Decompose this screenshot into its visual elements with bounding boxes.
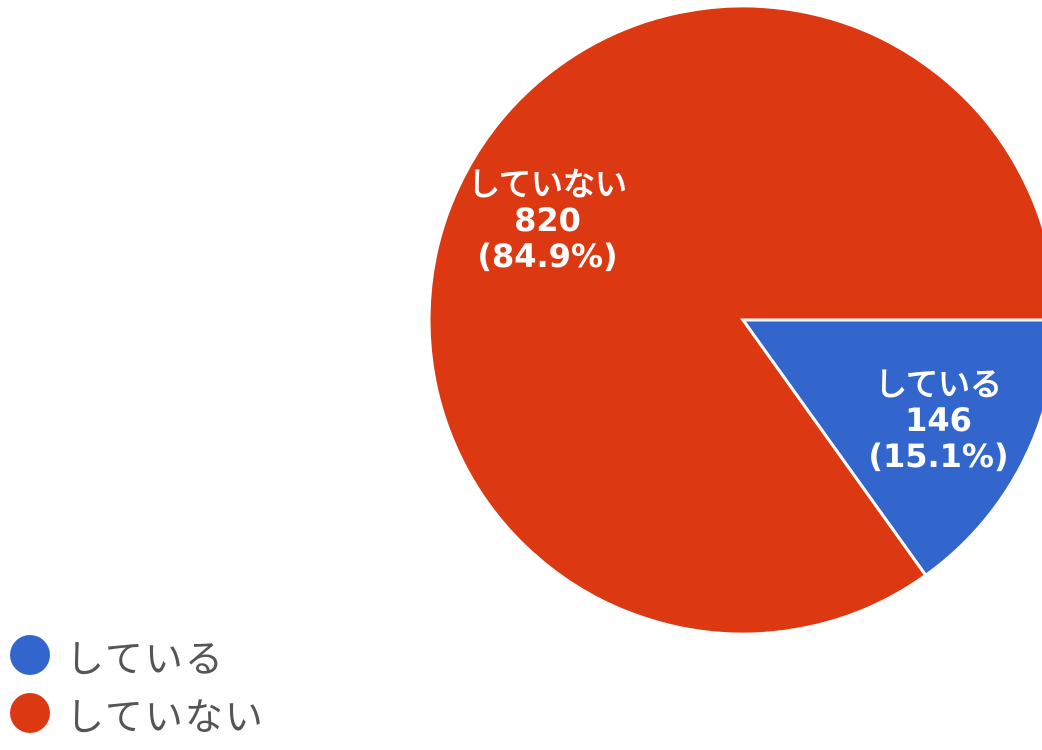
legend: している していない	[10, 626, 265, 742]
legend-label: している	[66, 636, 225, 681]
slice-label-shiteiru: している 146 (15.1%)	[868, 366, 1008, 474]
legend-label: していない	[66, 694, 265, 739]
slice-percent: (15.1%)	[868, 437, 1009, 476]
pie-slice-shiteinai[interactable]	[427, 4, 1042, 636]
slice-label-shiteinai: していない 820 (84.9%)	[468, 166, 627, 274]
slice-value: 146	[905, 401, 972, 440]
pie-slice-shiteiru[interactable]	[740, 318, 1042, 578]
slice-percent: (84.9%)	[477, 236, 618, 275]
legend-swatch-blue	[10, 635, 50, 675]
slice-name: している	[874, 365, 1003, 404]
legend-item-shiteiru[interactable]: している	[10, 626, 265, 684]
legend-item-shiteinai[interactable]: していない	[10, 684, 265, 742]
slice-value: 820	[514, 200, 581, 239]
slice-name: していない	[467, 164, 628, 203]
legend-swatch-red	[10, 693, 50, 733]
